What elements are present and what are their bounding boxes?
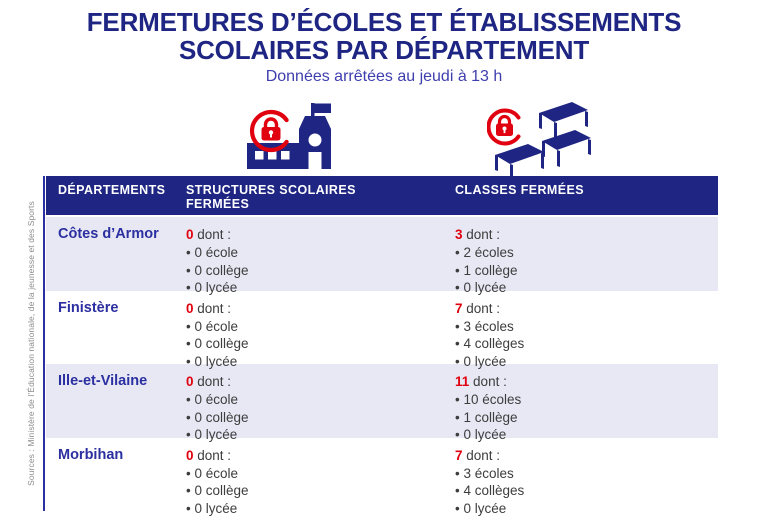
breakdown-item: 0 collège bbox=[186, 482, 455, 500]
classes-cell: 7 dont : 3 écoles 4 collèges 0 lycée bbox=[455, 300, 718, 371]
breakdown-item: 10 écoles bbox=[455, 391, 718, 409]
breakdown-item: 0 école bbox=[186, 244, 455, 262]
table-header-row: DÉPARTEMENTS STRUCTURES SCOLAIRES FERMÉE… bbox=[46, 176, 718, 215]
page-title-line1: FERMETURES D’ÉCOLES ET ÉTABLISSEMENTS bbox=[86, 7, 682, 37]
breakdown-item: 0 lycée bbox=[455, 426, 718, 444]
breakdown-item: 0 lycée bbox=[186, 279, 455, 297]
breakdown-item: 0 lycée bbox=[186, 500, 455, 518]
closure-count: 7 bbox=[455, 447, 463, 463]
breakdown-item: 4 collèges bbox=[455, 482, 718, 500]
closure-breakdown: 10 écoles 1 collège 0 lycée bbox=[455, 391, 718, 444]
department-name: Côtes d’Armor bbox=[58, 226, 159, 242]
breakdown-item: 0 collège bbox=[186, 262, 455, 280]
school-desks-lock-icon bbox=[486, 100, 595, 187]
breakdown-item: 2 écoles bbox=[455, 244, 718, 262]
school-building-lock-icon bbox=[245, 103, 349, 178]
table-left-border bbox=[43, 176, 45, 511]
department-name: Finistère bbox=[58, 299, 119, 316]
closure-count: 0 bbox=[186, 300, 194, 316]
breakdown-item: 0 collège bbox=[186, 335, 455, 353]
table-row-finistere: Finistère 0 dont : 0 école 0 collège 0 l… bbox=[46, 290, 718, 369]
structures-cell: 0 dont : 0 école 0 collège 0 lycée bbox=[186, 373, 455, 444]
breakdown-item: 4 collèges bbox=[455, 335, 718, 353]
breakdown-item: 0 lycée bbox=[455, 279, 718, 297]
structures-cell: 0 dont : 0 école 0 collège 0 lycée bbox=[186, 447, 455, 518]
closure-count: 11 bbox=[455, 374, 470, 389]
breakdown-item: 0 collège bbox=[186, 409, 455, 427]
table-row-cotes-darmor: Côtes d’Armor 0 dont : 0 école 0 collège… bbox=[46, 217, 718, 295]
source-attribution: Sources : Ministère de l’Éducation natio… bbox=[26, 201, 36, 486]
classes-cell: 3 dont : 2 écoles 1 collège 0 lycée bbox=[455, 226, 718, 297]
red-lock-badge bbox=[250, 109, 289, 153]
breakdown-item: 0 école bbox=[186, 391, 455, 409]
breakdown-item: 0 école bbox=[186, 318, 455, 336]
page-title-line2: SCOLAIRES PAR DÉPARTEMENT bbox=[178, 35, 590, 65]
breakdown-item: 1 collège bbox=[455, 262, 718, 280]
closure-breakdown: 0 école 0 collège 0 lycée bbox=[186, 465, 455, 518]
column-header-departements: DÉPARTEMENTS bbox=[58, 183, 166, 197]
data-timestamp-subtitle: Données arrêtées au jeudi à 13 h bbox=[265, 68, 503, 85]
structures-cell: 0 dont : 0 école 0 collège 0 lycée bbox=[186, 300, 455, 371]
closures-table: DÉPARTEMENTS STRUCTURES SCOLAIRES FERMÉE… bbox=[46, 176, 718, 516]
table-row-morbihan: Morbihan 0 dont : 0 école 0 collège 0 ly… bbox=[46, 437, 718, 516]
closure-count: 0 bbox=[186, 374, 194, 389]
breakdown-item: 0 lycée bbox=[186, 426, 455, 444]
column-header-classes: CLASSES FERMÉES bbox=[455, 183, 584, 197]
red-lock-badge bbox=[486, 108, 521, 146]
closure-breakdown: 2 écoles 1 collège 0 lycée bbox=[455, 244, 718, 297]
closure-breakdown: 3 écoles 4 collèges 0 lycée bbox=[455, 465, 718, 518]
classes-cell: 7 dont : 3 écoles 4 collèges 0 lycée bbox=[455, 447, 718, 518]
breakdown-item: 0 lycée bbox=[455, 500, 718, 518]
closure-breakdown: 3 écoles 4 collèges 0 lycée bbox=[455, 318, 718, 371]
closure-breakdown: 0 école 0 collège 0 lycée bbox=[186, 391, 455, 444]
closure-breakdown: 0 école 0 collège 0 lycée bbox=[186, 318, 455, 371]
department-name: Morbihan bbox=[58, 446, 124, 463]
department-name: Ille-et-Vilaine bbox=[58, 373, 148, 389]
closure-count: 0 bbox=[186, 227, 194, 242]
breakdown-item: 1 collège bbox=[455, 409, 718, 427]
closure-count: 0 bbox=[186, 447, 194, 463]
breakdown-item: 3 écoles bbox=[455, 465, 718, 483]
breakdown-item: 0 lycée bbox=[186, 353, 455, 371]
closure-count: 3 bbox=[455, 227, 463, 242]
column-header-structures: STRUCTURES SCOLAIRES FERMÉES bbox=[186, 183, 356, 211]
breakdown-item: 3 écoles bbox=[455, 318, 718, 336]
closure-breakdown: 0 école 0 collège 0 lycée bbox=[186, 244, 455, 297]
table-row-ille-et-vilaine: Ille-et-Vilaine 0 dont : 0 école 0 collè… bbox=[46, 364, 718, 442]
breakdown-item: 0 école bbox=[186, 465, 455, 483]
header-titles: FERMETURES D’ÉCOLES ET ÉTABLISSEMENTS SC… bbox=[0, 8, 768, 86]
structures-cell: 0 dont : 0 école 0 collège 0 lycée bbox=[186, 226, 455, 297]
classes-cell: 11 dont : 10 écoles 1 collège 0 lycée bbox=[455, 373, 718, 444]
closure-count: 7 bbox=[455, 300, 463, 316]
breakdown-item: 0 lycée bbox=[455, 353, 718, 371]
